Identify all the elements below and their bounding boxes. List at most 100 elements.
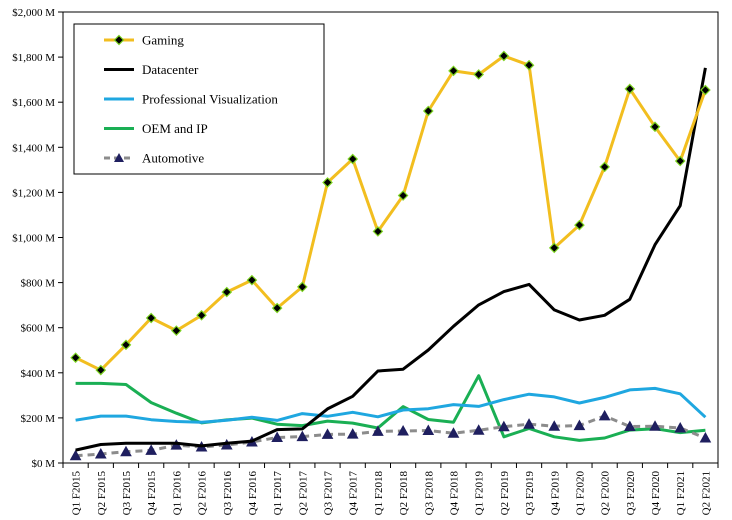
- data-point-gaming: [624, 83, 636, 95]
- data-point-automotive: [498, 420, 510, 432]
- y-tick-label: $1,400 M: [12, 142, 55, 154]
- data-point-automotive: [472, 424, 485, 435]
- series-gaming: [70, 50, 711, 376]
- x-tick-label: Q2 F2021: [700, 471, 712, 515]
- x-tick-label: Q3 F2017: [323, 471, 335, 516]
- data-point-automotive: [321, 428, 334, 439]
- series-layer: [69, 50, 712, 461]
- y-tick-label: $800 M: [20, 278, 55, 290]
- legend-label-professional-visualization: Professional Visualization: [142, 92, 278, 107]
- data-point-gaming: [700, 84, 711, 96]
- x-tick-label: Q4 F2016: [247, 471, 259, 516]
- x-tick-label: Q2 F2017: [297, 471, 309, 516]
- data-point-gaming: [296, 281, 308, 293]
- series-oem-and-ip: [75, 374, 706, 442]
- data-point-gaming: [196, 309, 207, 321]
- x-tick-label: Q4 F2017: [348, 471, 360, 516]
- series-line-datacenter: [75, 67, 707, 452]
- data-point-gaming: [674, 155, 686, 167]
- x-tick-label: Q3 F2019: [524, 471, 536, 516]
- legend-item-oem-and-ip: OEM and IP: [104, 121, 208, 136]
- data-point-automotive: [346, 428, 359, 439]
- data-point-automotive: [120, 445, 132, 457]
- data-point-automotive: [296, 430, 309, 442]
- y-tick-label: $200 M: [20, 413, 55, 425]
- x-tick-label: Q4 F2019: [549, 471, 561, 516]
- data-point-gaming: [246, 274, 258, 286]
- y-tick-label: $1,200 M: [12, 187, 55, 199]
- data-point-automotive: [623, 420, 636, 431]
- y-tick-label: $600 M: [20, 323, 55, 335]
- data-point-gaming: [397, 190, 409, 201]
- y-tick-label: $400 M: [20, 368, 55, 380]
- series-line-oem-and-ip: [75, 374, 706, 442]
- data-point-gaming: [145, 312, 157, 324]
- data-point-gaming: [95, 364, 107, 376]
- data-point-automotive: [573, 419, 586, 431]
- y-tick-label: $0 M: [31, 458, 55, 470]
- legend: Gaming Datacenter Professional Visualizati…: [73, 23, 325, 175]
- x-tick-label: Q4 F2018: [448, 471, 460, 516]
- legend-item-gaming: Gaming: [104, 33, 184, 48]
- x-tick-label: Q4 F2015: [146, 471, 158, 516]
- legend-label-oem-and-ip: OEM and IP: [142, 121, 208, 136]
- series-datacenter: [75, 67, 707, 452]
- x-tick-label: Q1 F2019: [474, 471, 486, 516]
- x-tick-label: Q3 F2015: [121, 471, 133, 516]
- x-tick-label: Q3 F2016: [222, 471, 234, 516]
- data-point-gaming: [448, 65, 459, 77]
- legend-label-datacenter: Datacenter: [142, 62, 199, 77]
- x-tick-label: Q2 F2015: [96, 471, 108, 516]
- x-tick-label: Q1 F2015: [71, 471, 83, 516]
- data-point-automotive: [397, 424, 409, 436]
- x-tick-label: Q2 F2020: [600, 471, 612, 516]
- series-line-professional-visualization: [75, 386, 707, 424]
- data-point-automotive: [699, 431, 712, 443]
- legend-item-automotive: Automotive: [104, 151, 204, 166]
- data-point-automotive: [548, 420, 561, 431]
- data-point-automotive: [523, 418, 535, 429]
- x-tick-label: Q1 F2020: [574, 471, 586, 516]
- data-point-gaming: [548, 242, 560, 254]
- x-tick-label: Q2 F2019: [499, 471, 511, 516]
- legend-item-datacenter: Datacenter: [104, 62, 199, 77]
- legend-label-automotive: Automotive: [142, 151, 204, 166]
- data-point-gaming: [422, 105, 434, 117]
- data-point-automotive: [372, 425, 384, 436]
- legend-label-gaming: Gaming: [142, 33, 184, 48]
- data-point-gaming: [70, 352, 81, 364]
- legend-marker-gaming: [113, 34, 125, 46]
- x-axis: Q1 F2015 Q2 F2015 Q3 F2015 Q4 F2015 Q1 F2016…: [62, 463, 719, 516]
- data-point-automotive: [94, 447, 107, 459]
- data-point-automotive: [598, 409, 611, 421]
- data-point-automotive: [69, 449, 82, 461]
- data-point-gaming: [120, 339, 132, 351]
- data-point-automotive: [271, 431, 283, 443]
- x-tick-label: Q3 F2020: [625, 471, 637, 516]
- x-tick-label: Q1 F2021: [675, 471, 687, 515]
- data-point-gaming: [599, 161, 610, 173]
- x-tick-label: Q1 F2016: [171, 471, 183, 516]
- x-tick-label: Q1 F2017: [272, 471, 284, 516]
- x-tick-label: Q4 F2020: [650, 471, 662, 516]
- data-point-gaming: [649, 121, 661, 133]
- y-tick-label: $2,000 M: [12, 7, 55, 19]
- y-tick-label: $1,000 M: [12, 233, 55, 245]
- data-point-automotive: [447, 427, 460, 438]
- legend-marker-automotive: [114, 153, 124, 162]
- data-point-automotive: [649, 420, 661, 431]
- data-point-gaming: [221, 286, 233, 298]
- y-axis: $0 M $200 M $400 M $600 M $800 M $1,000 M $1,2…: [12, 7, 63, 470]
- data-point-gaming: [498, 50, 510, 62]
- x-tick-label: Q2 F2016: [197, 471, 209, 516]
- x-tick-label: Q3 F2018: [423, 471, 435, 516]
- x-tick-label: Q1 F2018: [373, 471, 385, 516]
- x-tick-label: Q2 F2018: [398, 471, 410, 516]
- series-professional-visualization: [75, 386, 707, 424]
- data-point-gaming: [171, 325, 182, 336]
- data-point-automotive: [674, 422, 687, 433]
- data-point-gaming: [372, 226, 384, 237]
- data-point-gaming: [523, 59, 535, 71]
